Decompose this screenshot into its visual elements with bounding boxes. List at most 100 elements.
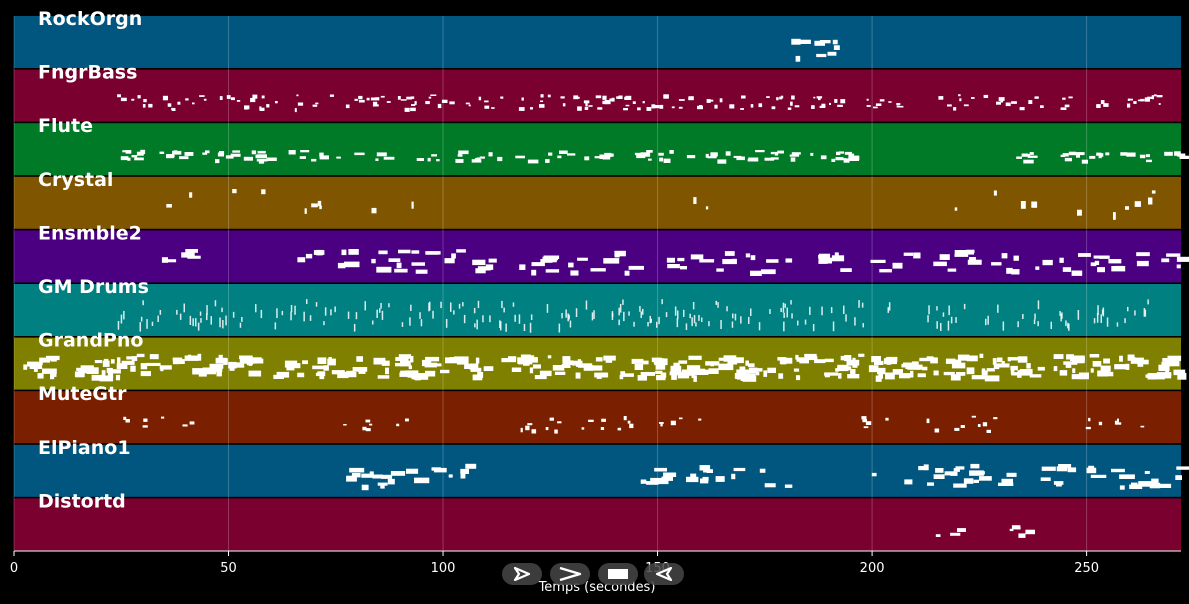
playback-controls: [502, 563, 688, 587]
note: [372, 320, 374, 325]
note: [323, 321, 325, 326]
note: [142, 300, 144, 306]
note: [485, 264, 494, 270]
note: [140, 371, 151, 377]
note: [865, 421, 872, 425]
note: [343, 424, 347, 426]
note: [755, 371, 760, 376]
stop-button[interactable]: [598, 563, 638, 585]
note: [120, 97, 127, 102]
note: [715, 476, 725, 482]
note: [519, 264, 526, 270]
note: [1167, 355, 1182, 361]
note: [344, 261, 360, 268]
note: [954, 253, 969, 257]
note: [1035, 266, 1040, 270]
note: [896, 103, 901, 106]
note: [477, 300, 480, 309]
note: [415, 269, 428, 274]
note: [858, 353, 865, 357]
note: [303, 311, 305, 322]
note: [642, 308, 644, 315]
fast-forward-button[interactable]: [550, 563, 590, 585]
note: [944, 471, 955, 476]
note: [614, 253, 620, 258]
note: [240, 358, 255, 363]
x-tick-label: 200: [860, 561, 885, 576]
note: [1161, 373, 1172, 379]
note: [577, 106, 582, 111]
note: [353, 323, 356, 332]
note: [741, 95, 746, 99]
note: [1042, 259, 1053, 266]
note: [431, 154, 437, 157]
note: [622, 299, 624, 305]
note: [705, 153, 709, 158]
x-tick-label: 0: [10, 561, 18, 576]
note: [976, 471, 985, 475]
note: [862, 323, 864, 328]
note: [562, 103, 566, 107]
note: [1119, 355, 1123, 362]
note: [809, 306, 811, 315]
note: [663, 158, 671, 163]
note: [396, 262, 402, 269]
note: [776, 98, 779, 101]
note: [1029, 374, 1042, 378]
note: [489, 315, 491, 323]
note: [1111, 266, 1126, 272]
note: [935, 468, 944, 473]
note: [956, 372, 966, 376]
note: [123, 310, 125, 320]
note: [473, 307, 476, 314]
note: [892, 262, 903, 269]
note: [91, 374, 103, 381]
note: [1060, 313, 1062, 322]
rewind-button[interactable]: [644, 563, 684, 585]
note: [837, 364, 849, 372]
note: [600, 427, 605, 430]
note: [261, 95, 265, 99]
note: [804, 319, 807, 325]
note: [646, 481, 659, 485]
note: [640, 152, 651, 157]
note: [390, 471, 406, 476]
note: [430, 94, 437, 96]
note: [955, 317, 957, 323]
note: [597, 107, 603, 110]
note: [259, 106, 262, 111]
note: [824, 358, 834, 363]
note: [1177, 153, 1186, 157]
track-label: GM Drums: [38, 276, 149, 298]
note: [677, 310, 679, 320]
note-layer: [23, 38, 1189, 538]
note: [604, 100, 611, 105]
note: [1081, 159, 1088, 164]
note: [957, 354, 970, 361]
note: [107, 372, 114, 379]
note: [705, 361, 720, 366]
note: [879, 269, 892, 273]
note: [161, 416, 165, 419]
note: [177, 359, 185, 364]
note: [484, 100, 489, 103]
note: [796, 375, 801, 381]
note: [718, 363, 734, 371]
note: [185, 98, 189, 101]
note: [243, 156, 253, 161]
note: [731, 473, 736, 480]
note: [143, 418, 148, 422]
note: [1148, 197, 1153, 205]
note: [1176, 256, 1189, 262]
note: [306, 299, 308, 304]
note: [1050, 321, 1052, 329]
note: [400, 360, 411, 367]
note: [821, 306, 823, 316]
note: [967, 259, 982, 265]
note: [575, 308, 578, 317]
play-button[interactable]: [502, 563, 542, 585]
note: [783, 321, 785, 332]
note: [290, 311, 292, 321]
note: [373, 357, 386, 365]
note: [226, 95, 231, 99]
